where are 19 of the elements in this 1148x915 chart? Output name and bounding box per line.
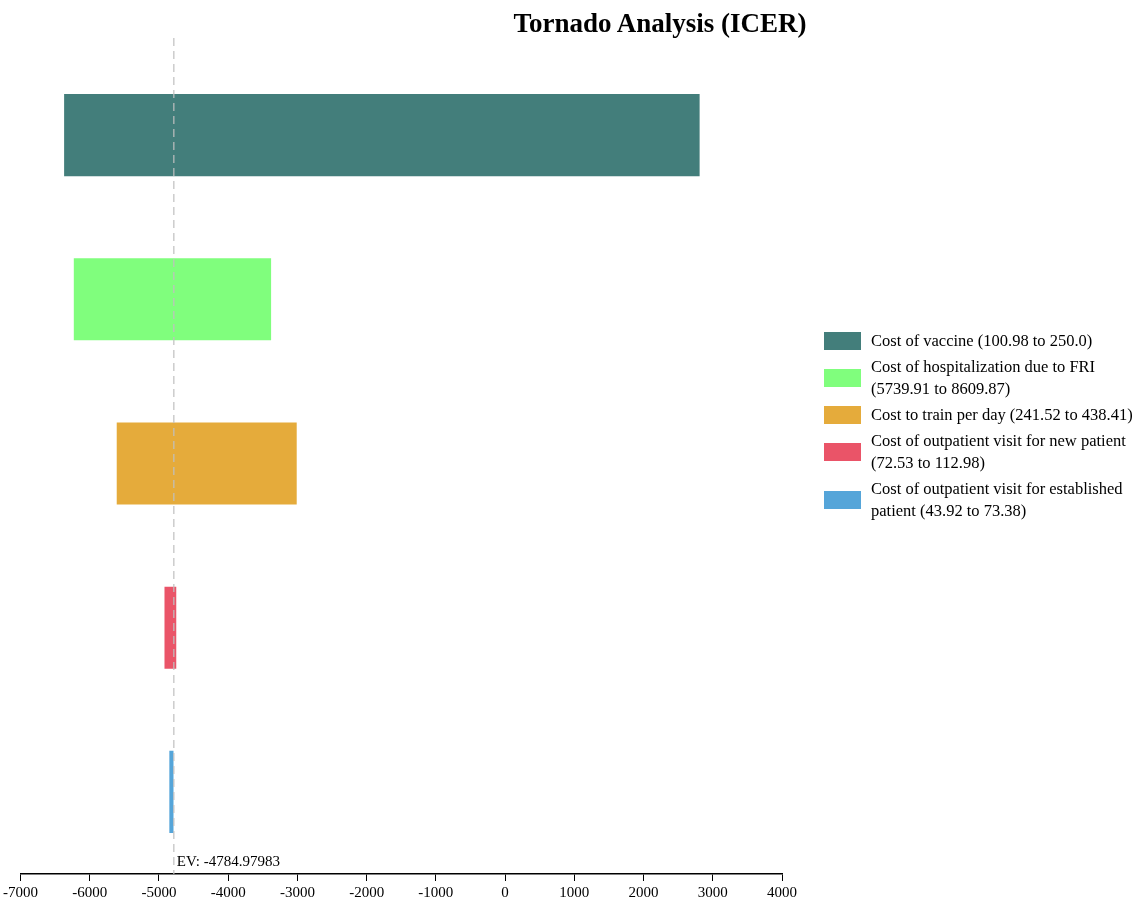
- x-tick-label: -3000: [279, 883, 315, 900]
- x-tick-label: -5000: [141, 883, 177, 900]
- x-tick-label: 2000: [628, 883, 659, 900]
- ref-line-label: EV: -4784.97983: [176, 853, 280, 870]
- legend-label: Cost of vaccine (100.98 to 250.0): [871, 330, 1093, 352]
- legend-label: Cost of outpatient visit for new patient (72.53 to 112.98): [871, 430, 1127, 474]
- x-tick-label: -4000: [210, 883, 246, 900]
- chart-title: Tornado Analysis (ICER): [512, 8, 808, 39]
- x-tick-label: -7000: [3, 883, 38, 900]
- legend-label: Cost of outpatient visit for established patient (43.92 to 73.38): [871, 478, 1124, 522]
- x-tick-label: 1000: [559, 883, 590, 900]
- x-tick-label: 4000: [767, 883, 797, 900]
- legend-label: Cost to train per day (241.52 to 438.41): [871, 404, 1133, 426]
- x-tick-label: 3000: [697, 883, 728, 900]
- x-tick-label: -2000: [349, 883, 385, 900]
- legend-label: Cost of hospitalization due to FRI (5739.91 to 8609.87): [871, 356, 1097, 400]
- x-tick-label: -6000: [72, 883, 108, 900]
- x-tick-label: -1000: [418, 883, 454, 900]
- x-tick-label: 0: [501, 883, 509, 900]
